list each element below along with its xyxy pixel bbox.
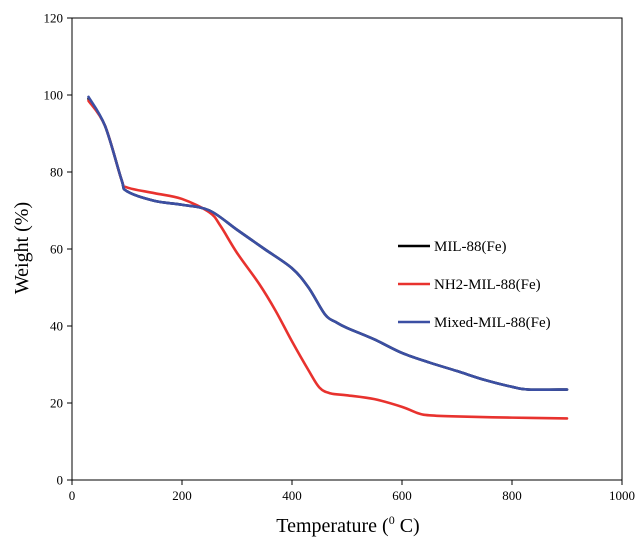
y-tick-label: 0 [57,473,64,488]
x-axis-title-superscript: 0 [389,513,395,527]
legend-label-mil-88-fe: MIL-88(Fe) [434,239,506,255]
x-tick-label: 400 [282,488,302,503]
legend: MIL-88(Fe) NH2-MIL-88(Fe) Mixed-MIL-88(Fe) [398,239,551,331]
x-axis-ticks: 0 200 400 600 800 1000 [69,480,635,503]
y-tick-label: 20 [50,396,63,411]
y-tick-label: 120 [44,11,64,26]
x-tick-label: 200 [172,488,192,503]
x-tick-label: 600 [392,488,412,503]
legend-label-mixed-mil-88-fe: Mixed-MIL-88(Fe) [434,315,551,331]
y-axis-title: Weight (%) [11,202,33,294]
y-tick-label: 60 [50,242,63,257]
x-axis-title-base: Temperature ( [276,515,389,537]
y-tick-label: 80 [50,165,63,180]
series-line-nh2-mil-88-fe [87,99,569,420]
series-line-mixed-mil-88-fe [87,95,569,392]
plot-frame [71,17,623,481]
legend-label-nh2-mil-88-fe: NH2-MIL-88(Fe) [434,277,541,293]
y-axis-ticks: 0 20 40 60 80 100 120 [44,11,72,488]
x-tick-label: 1000 [609,488,635,503]
series-layer [87,95,569,420]
y-tick-label: 40 [50,319,63,334]
x-axis-title-suffix: C) [395,515,420,537]
x-tick-label: 0 [69,488,76,503]
plot-area [71,17,623,481]
x-tick-label: 800 [502,488,522,503]
x-axis-title: Temperature (0 C) [276,513,419,537]
y-tick-label: 100 [44,88,64,103]
